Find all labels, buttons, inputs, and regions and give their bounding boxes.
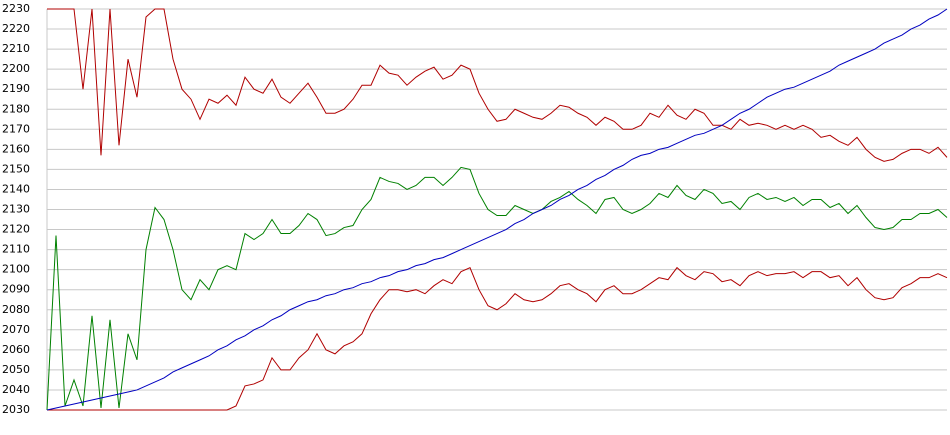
y-tick-label: 2140	[2, 182, 30, 195]
y-tick-label: 2070	[2, 323, 30, 336]
series-line	[47, 8, 948, 162]
y-tick-label: 2220	[2, 22, 30, 35]
y-tick-label: 2200	[2, 62, 30, 75]
y-tick-label: 2030	[2, 403, 30, 416]
y-tick-label: 2090	[2, 283, 30, 296]
y-tick-label: 2230	[2, 2, 30, 15]
series-line	[46, 8, 948, 411]
y-tick-label: 2190	[2, 82, 30, 95]
y-tick-label: 2110	[2, 243, 30, 256]
y-tick-label: 2100	[2, 263, 30, 276]
y-tick-label: 2170	[2, 122, 30, 135]
y-tick-label: 2120	[2, 223, 30, 236]
series-line	[46, 166, 948, 411]
y-tick-label: 2150	[2, 162, 30, 175]
y-tick-label: 2210	[2, 42, 30, 55]
y-tick-label: 2130	[2, 203, 30, 216]
y-tick-label: 2180	[2, 102, 30, 115]
y-tick-label: 2080	[2, 303, 30, 316]
series-line	[47, 266, 948, 411]
y-tick-label: 2040	[2, 383, 30, 396]
y-tick-label: 2050	[2, 363, 30, 376]
y-tick-label: 2160	[2, 142, 30, 155]
y-tick-label: 2060	[2, 343, 30, 356]
